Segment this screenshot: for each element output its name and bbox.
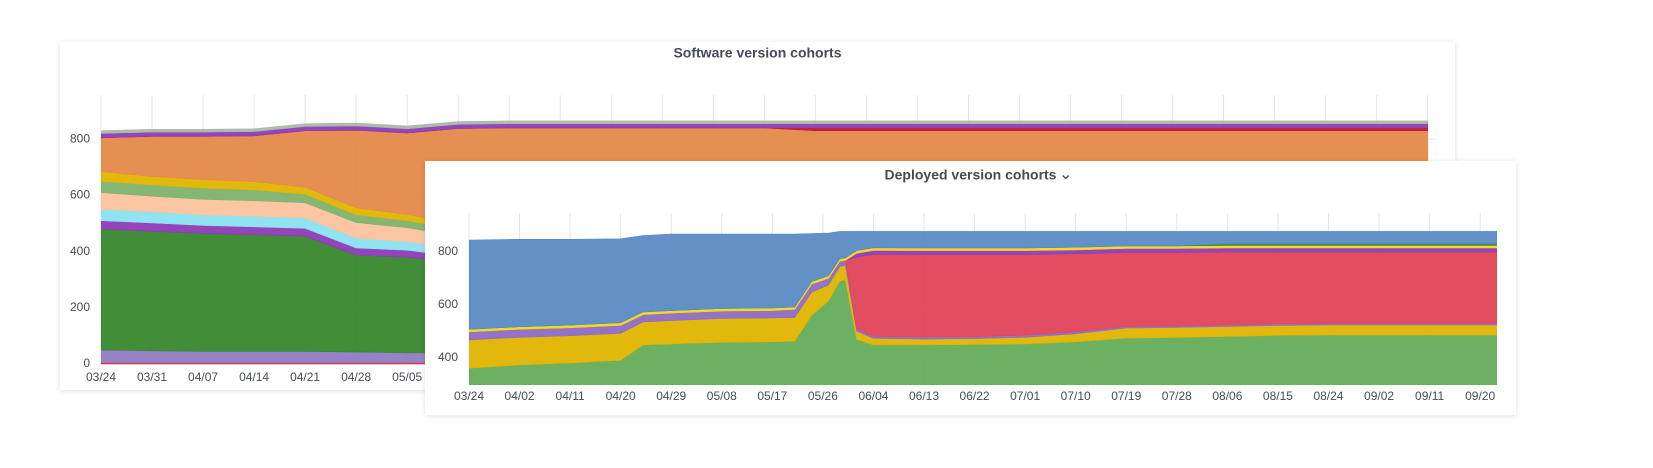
panel-title: Deployed version cohorts xyxy=(885,167,1057,183)
x-tick-label: 04/21 xyxy=(290,370,320,384)
panel: Deployed version cohorts 03/24 04/02 04/11 0… xyxy=(425,161,1516,415)
x-tick-label: 05/08 xyxy=(707,389,737,403)
x-tick-label: 08/24 xyxy=(1313,389,1343,403)
x-tick-label: 06/04 xyxy=(858,389,888,403)
x-tick-label: 04/07 xyxy=(188,370,218,384)
plot-area xyxy=(469,231,1497,385)
y-tick-label: 0 xyxy=(83,356,90,370)
x-tick-label: 03/24 xyxy=(86,370,116,384)
x-tick-label: 07/10 xyxy=(1061,389,1091,403)
x-tick-label: 04/11 xyxy=(556,389,585,403)
x-tick-label: 07/28 xyxy=(1162,389,1192,403)
area-series xyxy=(101,120,1428,134)
x-tick-label: 06/22 xyxy=(960,389,990,403)
area-series xyxy=(469,231,1497,330)
x-tick-label: 09/20 xyxy=(1465,389,1495,403)
title-menu-chevron[interactable] xyxy=(1062,175,1070,180)
x-tick-label: 07/01 xyxy=(1010,389,1040,403)
x-tick-label: 03/24 xyxy=(454,389,484,403)
x-tick-label: 05/17 xyxy=(757,389,787,403)
y-tick-label: 600 xyxy=(70,188,90,202)
x-tick-label: 05/05 xyxy=(392,370,422,384)
x-tick-label: 06/13 xyxy=(909,389,939,403)
x-tick-label: 04/28 xyxy=(341,370,371,384)
x-tick-label: 04/29 xyxy=(656,389,686,403)
y-tick-label: 800 xyxy=(70,131,90,145)
y-tick-label: 400 xyxy=(70,244,90,258)
x-tick-label: 04/02 xyxy=(505,389,535,403)
x-tick-label: 08/06 xyxy=(1212,389,1242,403)
x-tick-label: 09/11 xyxy=(1415,389,1444,403)
y-tick-label: 800 xyxy=(438,244,458,258)
x-tick-label: 04/14 xyxy=(239,370,269,384)
x-tick-label: 07/19 xyxy=(1111,389,1141,403)
x-tick-label: 08/15 xyxy=(1263,389,1293,403)
x-tick-label: 05/26 xyxy=(808,389,838,403)
y-tick-label: 400 xyxy=(438,350,458,364)
y-tick-label: 600 xyxy=(438,297,458,311)
panel-title: Software version cohorts xyxy=(673,45,841,61)
y-tick-label: 200 xyxy=(70,300,90,314)
x-tick-label: 09/02 xyxy=(1364,389,1394,403)
x-tick-label: 03/31 xyxy=(137,370,167,384)
x-tick-label: 04/20 xyxy=(606,389,636,403)
